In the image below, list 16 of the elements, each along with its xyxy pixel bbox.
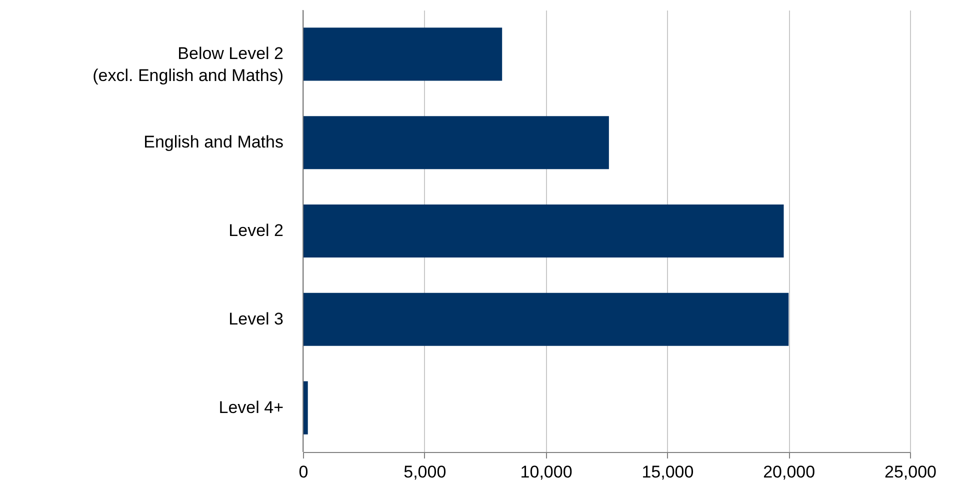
x-tick-label: 0 [298,462,308,482]
y-tick-label: English and Maths [144,132,284,152]
y-tick-label: Level 3 [228,309,284,328]
bar [303,116,609,170]
bar [303,381,308,434]
bar [303,204,784,258]
x-tick-label: 15,000 [642,462,694,482]
x-tick-label: 10,000 [520,462,572,482]
y-tick-label: Below Level 2 (excl. English and Maths) [92,44,284,86]
x-tick-label: 20,000 [763,462,816,482]
bar [303,28,502,81]
bar [303,292,789,346]
y-tick-label: Level 4+ [218,398,284,417]
y-tick-label: Level 2 [228,221,284,240]
x-tick-label: 25,000 [884,462,936,482]
x-tick-label: 5,000 [404,462,446,482]
